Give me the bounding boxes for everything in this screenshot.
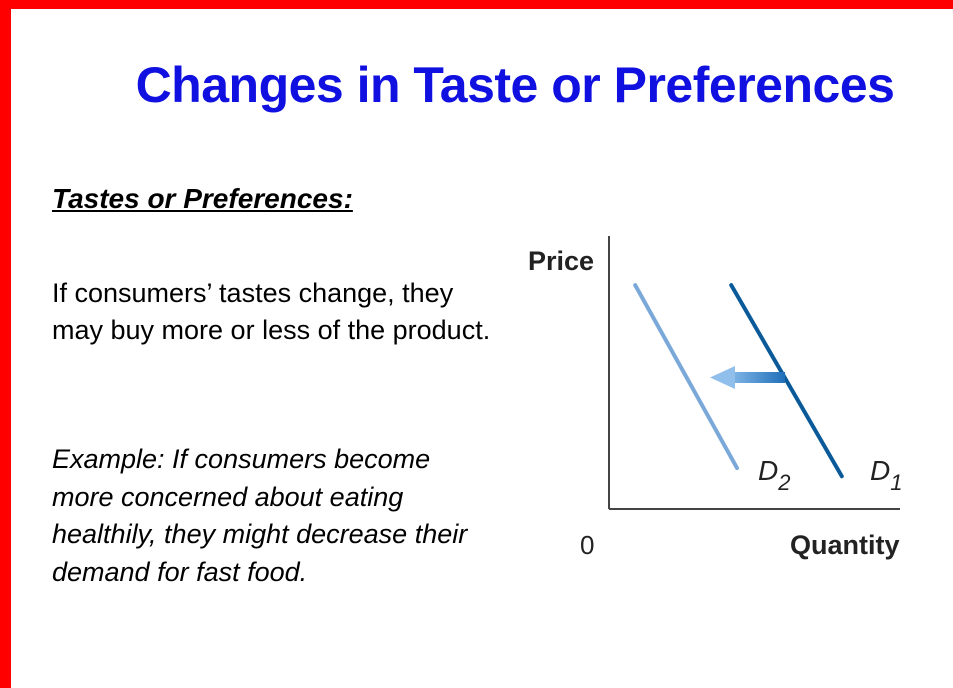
red-border-left	[0, 0, 11, 688]
x-axis-label: Quantity	[790, 530, 900, 560]
example-paragraph: Example: If consumers become more concer…	[52, 444, 468, 587]
red-border-top	[0, 0, 953, 9]
shift-left-arrow	[710, 366, 785, 389]
section-heading: Tastes or Preferences:	[52, 183, 353, 214]
origin-label: 0	[580, 530, 594, 560]
demand-shift-chart: Price 0 Quantity D2 D1	[528, 236, 902, 560]
slide-title: Changes in Taste or Preferences	[135, 57, 895, 113]
d1-label-main: D	[870, 455, 890, 486]
d1-label-sub: 1	[890, 470, 902, 495]
d2-label-main: D	[758, 455, 778, 486]
y-axis-label: Price	[528, 246, 594, 276]
d2-label: D2	[758, 455, 790, 495]
demand-curve-d1	[729, 283, 844, 479]
d1-label: D1	[870, 455, 902, 495]
explanation-paragraph: If consumers’ tastes change, they may bu…	[52, 278, 491, 345]
d2-label-sub: 2	[777, 470, 790, 495]
demand-curve-d2	[633, 283, 740, 471]
